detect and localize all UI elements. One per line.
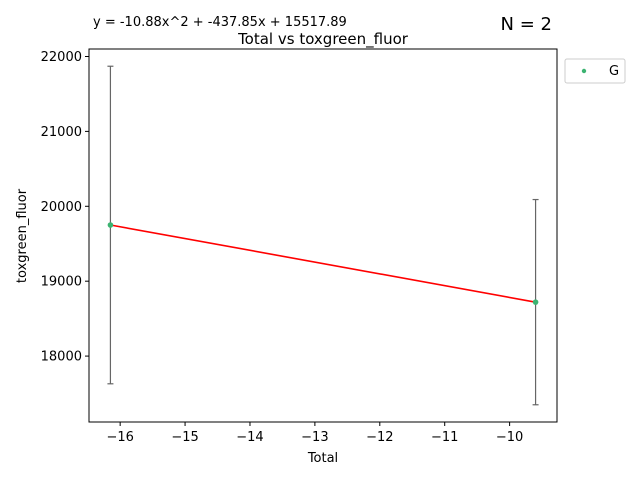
x-tick-label: −11 <box>431 430 458 445</box>
fit-equation: y = -10.88x^2 + -437.85x + 15517.89 <box>93 15 347 30</box>
chart-title: Total vs toxgreen_fluor <box>237 30 409 49</box>
data-point <box>107 222 114 228</box>
data-point <box>532 299 539 305</box>
fit-line <box>110 224 536 303</box>
x-tick-label: −15 <box>171 430 198 445</box>
x-tick-label: −12 <box>366 430 393 445</box>
legend: G <box>564 58 626 84</box>
legend-marker <box>581 68 587 74</box>
x-axis-label: Total <box>307 451 338 466</box>
y-axis-label: toxgreen_fluor <box>15 188 30 283</box>
y-tick-label: 22000 <box>41 50 82 65</box>
x-tick-label: −16 <box>106 430 133 445</box>
x-tick-label: −14 <box>236 430 263 445</box>
x-tick-label: −13 <box>301 430 328 445</box>
y-tick-label: 20000 <box>41 200 82 215</box>
x-axis: −16 −15 −14 −13 −12 −11 −10 <box>106 422 523 445</box>
axes-frame <box>88 48 558 423</box>
plot-area <box>107 65 539 406</box>
legend-box <box>564 58 626 84</box>
y-axis: 18000 19000 20000 21000 22000 <box>41 50 89 365</box>
y-tick-label: 21000 <box>41 125 82 140</box>
y-tick-label: 19000 <box>41 275 82 290</box>
x-tick-label: −10 <box>496 430 523 445</box>
legend-label: G <box>609 64 619 79</box>
y-tick-label: 18000 <box>41 350 82 365</box>
sample-count-label: N = 2 <box>501 14 552 35</box>
